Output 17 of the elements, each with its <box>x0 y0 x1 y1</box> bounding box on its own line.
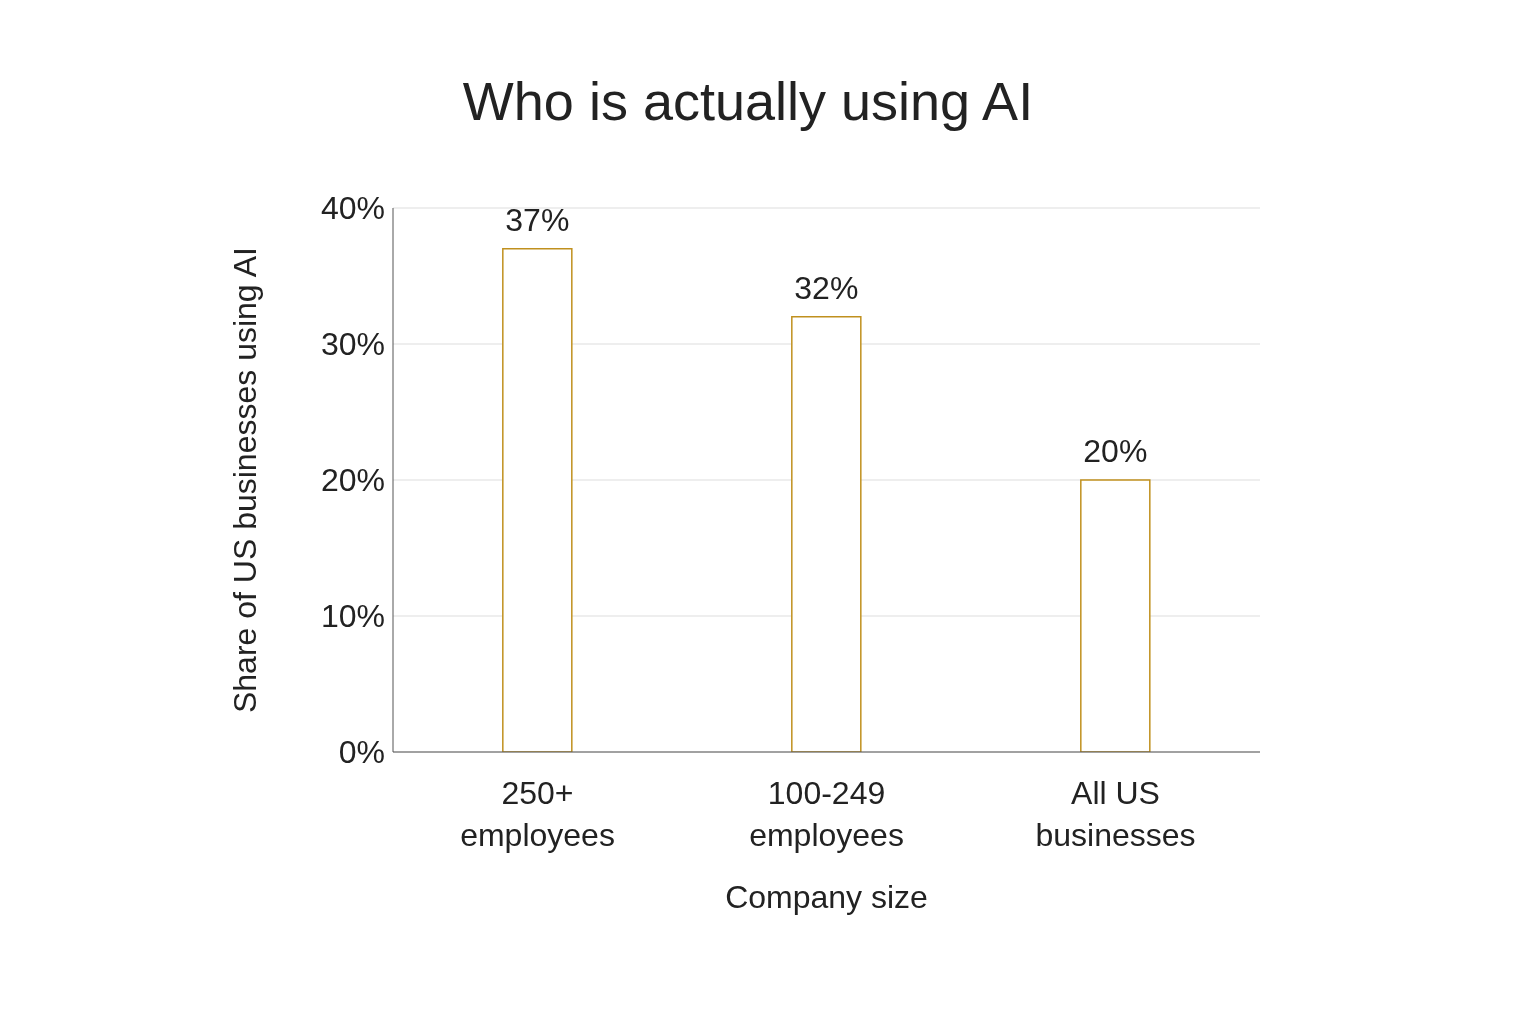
x-tick-label: 100-249 employees <box>749 775 904 853</box>
x-tick-label: 250+ employees <box>460 775 615 853</box>
bar <box>791 316 862 752</box>
y-axis-title: Share of US businesses using AI <box>227 246 264 714</box>
data-label: 32% <box>794 269 859 306</box>
x-axis-title: Company size <box>725 879 928 915</box>
bar <box>1080 479 1151 752</box>
chart-title: Who is actually using AI <box>461 70 1035 132</box>
y-tick-label: 20% <box>320 462 385 499</box>
y-tick-label: 30% <box>320 326 385 363</box>
x-tick-label: All US businesses <box>1035 775 1196 853</box>
bar <box>502 248 573 752</box>
data-label: 20% <box>1083 433 1148 469</box>
y-tick-label: 10% <box>320 598 385 635</box>
y-tick-label: 0% <box>338 734 385 771</box>
y-tick-label: 40% <box>320 190 385 227</box>
data-label: 37% <box>505 201 570 238</box>
